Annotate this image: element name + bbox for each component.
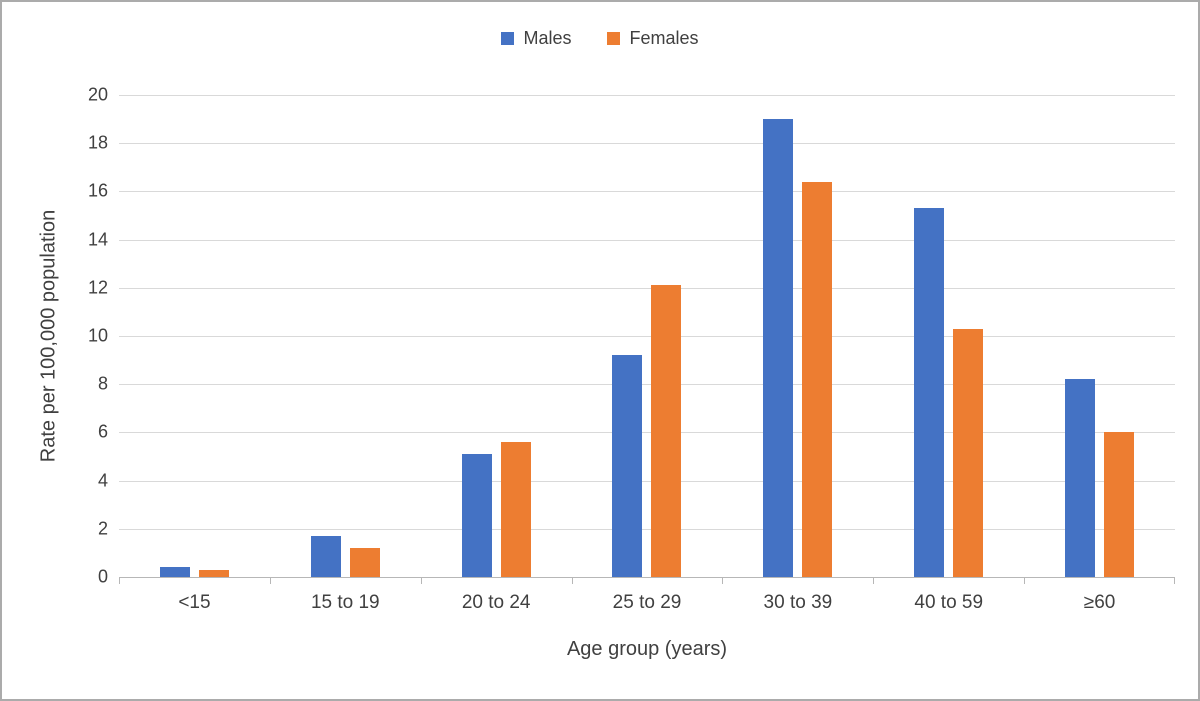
- bar-group: [572, 95, 723, 577]
- y-tick-label: 10: [87, 325, 108, 346]
- x-axis-tick: [1024, 577, 1026, 584]
- y-tick-label: 2: [97, 518, 108, 539]
- bar-males-1: [159, 567, 190, 577]
- bar-males-4: [612, 355, 643, 577]
- x-axis-tick: [873, 577, 875, 584]
- legend: Males Females: [2, 28, 1198, 49]
- bar-males-5: [763, 119, 794, 577]
- plot-area: [119, 95, 1175, 584]
- gridline: [119, 239, 1175, 241]
- gridline: [119, 480, 1175, 482]
- gridline: [119, 143, 1175, 145]
- gridline: [119, 287, 1175, 289]
- legend-label-males: Males: [523, 28, 572, 48]
- gridline: [119, 95, 1175, 96]
- x-axis-tick: [119, 577, 120, 584]
- x-tick-label: 15 to 19: [310, 592, 380, 613]
- bar-males-6: [914, 208, 945, 577]
- legend-item-males: Males: [501, 28, 571, 49]
- legend-item-females: Females: [607, 28, 699, 49]
- gridline: [119, 384, 1175, 386]
- x-tick-label: 25 to 29: [612, 592, 682, 613]
- y-axis-title: Rate per 100,000 population: [37, 209, 60, 463]
- bar-females-2: [349, 548, 380, 577]
- x-axis-title: Age group (years): [566, 638, 728, 660]
- y-tick-label: 4: [97, 470, 108, 491]
- y-tick-label: 18: [87, 132, 108, 153]
- x-tick-label: 40 to 59: [914, 592, 984, 613]
- bar-males-2: [310, 536, 341, 577]
- x-tick-label: 20 to 24: [461, 592, 531, 613]
- x-axis-tick: [722, 577, 724, 584]
- bar-group: [1024, 95, 1175, 577]
- y-tick-label: 8: [97, 373, 108, 394]
- gridline: [119, 336, 1175, 337]
- gridline: [119, 528, 1175, 530]
- legend-label-females: Females: [629, 28, 699, 48]
- y-tick-label: 12: [87, 277, 108, 298]
- bar-females-1: [198, 569, 229, 577]
- bar-group: [722, 95, 873, 577]
- x-tick-label: 30 to 39: [763, 592, 833, 613]
- gridline: [119, 191, 1175, 193]
- y-tick-label: 14: [87, 229, 108, 250]
- bar-females-5: [802, 181, 833, 577]
- x-tick-label: <15: [178, 592, 211, 613]
- y-tick-label: 16: [87, 180, 108, 201]
- bar-group: [873, 95, 1024, 577]
- x-axis-tick: [269, 577, 271, 584]
- bar-females-3: [500, 442, 531, 577]
- legend-swatch-males: [501, 32, 515, 45]
- bar-group: [119, 95, 270, 577]
- bar-males-3: [461, 454, 492, 577]
- x-axis-tick: [420, 577, 422, 584]
- y-tick-label: 0: [97, 566, 108, 587]
- legend-swatch-females: [607, 32, 621, 45]
- bar-group: [270, 95, 421, 577]
- y-tick-labels: 0 2 4 6 8 10 12 14 16 18 20: [62, 85, 108, 587]
- y-tick-label: 20: [87, 84, 108, 105]
- x-axis-tick: [1174, 577, 1175, 584]
- gridline: [119, 432, 1175, 434]
- bar-group: [421, 95, 572, 577]
- bar-females-7: [1104, 432, 1135, 577]
- bar-females-4: [651, 285, 682, 577]
- y-tick-label: 6: [97, 421, 108, 442]
- x-axis-tick: [571, 577, 573, 584]
- x-tick-labels: <15 15 to 19 20 to 24 25 to 29 30 to 39 40 to…: [119, 592, 1175, 614]
- bar-females-6: [953, 328, 984, 577]
- x-tick-label: ≥60: [1083, 592, 1116, 613]
- bar-males-7: [1065, 379, 1096, 577]
